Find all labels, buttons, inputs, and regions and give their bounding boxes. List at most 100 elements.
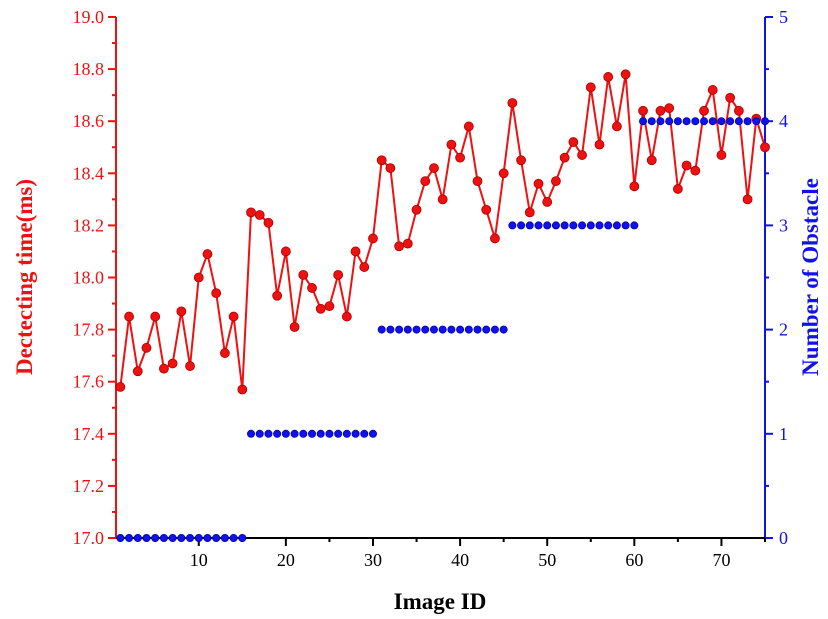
obstacle-count-point (247, 429, 256, 438)
detecting-time-point (681, 160, 692, 171)
obstacle-count-point (264, 429, 273, 438)
obstacle-count-point (368, 429, 377, 438)
detecting-time-point (707, 85, 718, 95)
plot-area (115, 69, 770, 543)
detecting-time-point (228, 311, 239, 322)
x-tick-label: 70 (712, 550, 730, 570)
obstacle-count-point (560, 221, 569, 230)
detecting-time-point (498, 168, 509, 179)
detecting-time-point (246, 207, 256, 218)
obstacle-count-point (151, 534, 160, 543)
obstacle-count-point (377, 325, 386, 334)
detecting-time-point (481, 204, 492, 215)
detecting-time-point (324, 301, 335, 312)
detecting-time-point (455, 152, 466, 163)
obstacle-count-point (586, 221, 595, 230)
obstacle-count-point (438, 325, 447, 334)
detecting-time-point (132, 366, 143, 377)
detecting-time-point (150, 311, 161, 322)
obstacle-count-point (203, 534, 212, 543)
left-tick-label: 18.0 (73, 268, 105, 288)
obstacle-count-point (142, 534, 151, 543)
x-tick-label: 50 (538, 550, 556, 570)
right-tick-label: 3 (779, 215, 788, 235)
detecting-time-point (394, 241, 405, 252)
detecting-time-point (568, 137, 579, 147)
detecting-time-point (315, 303, 326, 314)
detecting-time-point (524, 207, 535, 218)
obstacle-count-point (647, 117, 656, 126)
obstacle-count-point (464, 325, 473, 334)
detecting-time-point (193, 272, 204, 283)
left-tick-label: 18.8 (73, 59, 105, 79)
left-tick-label: 18.2 (73, 215, 105, 235)
detecting-time-point (289, 322, 300, 332)
left-y-axis: 17.0 17.2 17.4 17.6 17.8 18.0 18.2 18.4 18.6 18.8… (73, 7, 117, 548)
obstacle-count-point (578, 221, 587, 230)
detecting-time-point (437, 194, 448, 205)
obstacle-count-point (525, 221, 534, 230)
detecting-time-point (411, 204, 422, 215)
obstacle-count-point (395, 325, 404, 334)
detecting-time-point (612, 121, 622, 132)
obstacle-count-point (569, 221, 578, 230)
detecting-time-point (672, 184, 683, 194)
detecting-time-point (237, 384, 248, 395)
obstacle-count-point (325, 429, 334, 438)
detecting-time-point (699, 105, 709, 116)
detecting-time-point (263, 217, 274, 228)
obstacle-count-point (595, 221, 604, 230)
right-tick-label: 5 (779, 7, 788, 27)
detecting-time-point (507, 98, 518, 108)
obstacle-count-point (691, 117, 700, 126)
obstacle-count-point (133, 534, 142, 543)
obstacle-count-point (220, 534, 229, 543)
detecting-time-point (159, 363, 169, 374)
detecting-time-point (333, 269, 344, 280)
obstacle-count-point (168, 534, 177, 543)
detecting-time-point (359, 262, 370, 272)
detecting-time-point (167, 358, 178, 369)
detecting-time-point (516, 155, 526, 166)
obstacle-count-point (673, 117, 682, 126)
detecting-time-point (646, 155, 657, 166)
obstacle-count-point (125, 534, 134, 543)
detecting-time-point (376, 155, 387, 166)
obstacle-count-point (238, 534, 247, 543)
detecting-time-point (219, 348, 230, 358)
left-tick-label: 17.6 (73, 372, 105, 392)
obstacle-count-point (752, 117, 761, 126)
detecting-time-point (272, 290, 283, 301)
x-tick-label: 20 (277, 550, 295, 570)
detecting-time-point (368, 233, 378, 244)
detecting-time-point (742, 194, 753, 205)
obstacle-count-point (726, 117, 735, 126)
right-tick-label: 1 (779, 424, 788, 444)
detecting-time-point (341, 311, 352, 322)
obstacle-count-point (534, 221, 543, 230)
obstacle-count-point (403, 325, 412, 334)
obstacle-count-point (194, 534, 203, 543)
detecting-time-point (429, 163, 439, 173)
obstacle-count-point (639, 117, 648, 126)
left-y-axis-title: Dectecting time(ms) (12, 179, 37, 375)
detecting-time-point (307, 283, 317, 293)
detecting-time-point (402, 238, 413, 249)
obstacle-count-point (116, 534, 125, 543)
detecting-time-point (533, 178, 544, 189)
obstacle-count-point (229, 534, 238, 543)
obstacle-count-point (316, 429, 325, 438)
x-tick-label: 30 (364, 550, 382, 570)
detecting-time-point (254, 210, 265, 220)
detecting-time-point (655, 105, 666, 116)
obstacle-count-point (421, 325, 430, 334)
detecting-time-point (690, 165, 701, 176)
obstacle-count-point (159, 534, 168, 543)
obstacle-count-point (743, 117, 752, 126)
x-axis: 10 20 30 40 50 60 70 (116, 537, 766, 570)
detecting-time-point (542, 197, 553, 207)
obstacle-count-point (273, 429, 282, 438)
right-y-axis-title: Number of Obstacle (798, 178, 823, 376)
detecting-time-point (664, 103, 675, 114)
